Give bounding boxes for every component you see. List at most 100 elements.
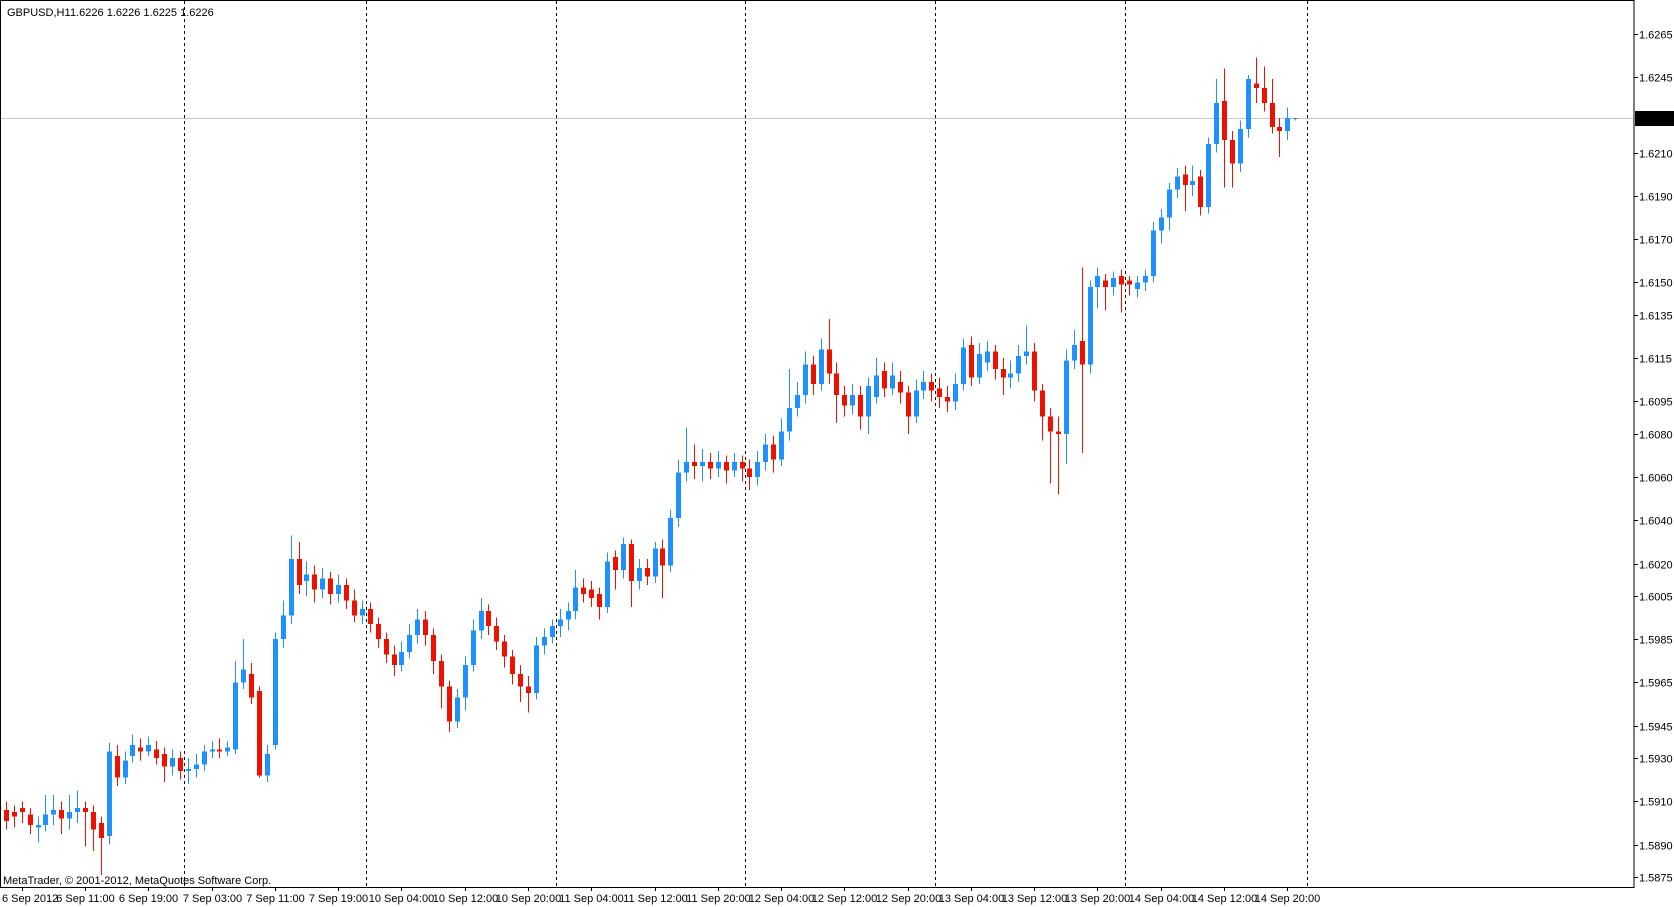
price-tick-label: 1.6020: [1639, 560, 1673, 572]
chart-plot-area[interactable]: [0, 0, 1634, 888]
candle-body: [233, 682, 238, 750]
price-tick-label: 1.6135: [1639, 311, 1673, 323]
candle-body: [178, 758, 183, 772]
time-tick-label: 6 Sep 11:00: [56, 893, 115, 905]
time-tick-label: 6 Sep 19:00: [119, 893, 178, 905]
metatrader-watermark: MetaTrader, © 2001-2012, MetaQuotes Soft…: [3, 875, 271, 887]
candle-body: [921, 381, 926, 391]
time-tick-label: 6 Sep 2012: [2, 893, 58, 905]
day-separator-gridlines: [184, 1, 1308, 887]
candle-body: [732, 461, 737, 471]
candle-body: [708, 461, 713, 469]
candle-body: [637, 567, 642, 581]
candle-body: [1143, 275, 1148, 283]
candle-body: [1159, 217, 1164, 231]
candle-body: [1254, 83, 1259, 88]
candle-body: [328, 578, 333, 594]
candle-body: [534, 645, 539, 694]
plot-border: [0, 0, 1635, 888]
candle-body: [1016, 355, 1021, 374]
time-tick-label: 12 Sep 12:00: [812, 893, 877, 905]
candle-body: [795, 394, 800, 408]
candle-body: [423, 619, 428, 635]
candle-body: [312, 574, 317, 590]
candle-body: [621, 544, 626, 570]
candle-body: [597, 593, 602, 607]
price-tick-label: 1.5945: [1639, 722, 1673, 734]
candle-body: [471, 630, 476, 666]
candle-body: [1175, 176, 1180, 190]
candle-body: [67, 812, 72, 819]
candle-body: [1190, 180, 1195, 186]
candle-body: [755, 461, 760, 478]
candle-body: [1072, 345, 1077, 361]
candle-body: [1056, 431, 1061, 434]
candle-body: [1048, 416, 1053, 432]
candle-body: [1008, 373, 1013, 378]
candle-body: [819, 349, 824, 385]
candle-body: [217, 749, 222, 752]
candle-body: [455, 697, 460, 722]
candle-body: [75, 807, 80, 813]
time-tick-label: 11 Sep 12:00: [623, 893, 688, 905]
price-tick-label: 1.6210: [1639, 149, 1673, 161]
candle-body: [1080, 340, 1085, 365]
price-axis[interactable]: 1.6265 1.6245 1.6210 1.6190 1.6170 1.6150 1.61…: [1634, 30, 1673, 885]
candle-body: [882, 371, 887, 389]
price-tick-label: 1.5890: [1639, 841, 1673, 853]
time-tick-label: 10 Sep 12:00: [433, 893, 498, 905]
candle-body: [977, 353, 982, 378]
time-tick-label: 10 Sep 04:00: [369, 893, 434, 905]
candle-body: [716, 461, 721, 469]
candle-body: [202, 751, 207, 765]
candle-body: [431, 634, 436, 661]
candle-body: [36, 825, 41, 828]
candle-body: [336, 585, 341, 594]
candle-body: [1127, 280, 1132, 285]
candle-body: [43, 814, 48, 826]
candle-body: [249, 673, 254, 698]
price-tick-label: 1.6095: [1639, 397, 1673, 409]
candle-body: [1262, 87, 1267, 104]
candle-body: [510, 656, 515, 674]
candle-body: [1285, 118, 1290, 132]
price-tick-label: 1.6060: [1639, 473, 1673, 485]
candle-body: [676, 472, 681, 519]
candle-body: [1293, 118, 1298, 120]
price-tick-label: 1.5965: [1639, 678, 1673, 690]
candle-body: [1206, 144, 1211, 207]
candle-body: [352, 600, 357, 616]
time-tick-label: 13 Sep 12:00: [1002, 893, 1067, 905]
current-price-tag-value: 1.6226: [1638, 114, 1672, 126]
candle-body: [779, 431, 784, 460]
time-tick-label: 7 Sep 11:00: [246, 893, 305, 905]
candle-body: [834, 373, 839, 395]
candle-body: [241, 669, 246, 683]
price-tick-label: 1.5985: [1639, 635, 1673, 647]
candle-body: [787, 407, 792, 432]
candle-body: [589, 589, 594, 599]
candle-body: [692, 461, 697, 467]
candle-body: [1270, 103, 1275, 127]
candle-body: [581, 587, 586, 594]
price-tick-label: 1.5910: [1639, 797, 1673, 809]
candle-body: [415, 619, 420, 635]
candle-body: [304, 574, 309, 581]
candle-body: [811, 364, 816, 385]
candle-body: [526, 686, 531, 694]
candle-body: [1198, 176, 1203, 207]
candle-body: [1111, 278, 1116, 287]
candle-body: [463, 665, 468, 698]
candle-body: [123, 760, 128, 778]
candle-body: [827, 349, 832, 374]
candle-body: [850, 394, 855, 406]
candle-body: [1001, 368, 1006, 378]
price-tick-label: 1.6040: [1639, 516, 1673, 528]
candle-body: [194, 764, 199, 769]
candle-body: [1064, 360, 1069, 434]
time-tick-label: 14 Sep 04:00: [1129, 893, 1194, 905]
candle-body: [874, 375, 879, 398]
